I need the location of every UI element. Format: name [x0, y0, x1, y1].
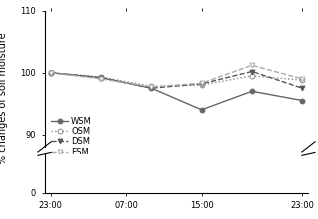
WSM [250, 90, 254, 93]
Line: DSM: DSM [48, 69, 305, 91]
WSM [300, 99, 304, 102]
ESM [49, 71, 53, 74]
ESM [250, 64, 254, 67]
DSM [300, 87, 304, 90]
OSM [149, 85, 153, 88]
Line: WSM: WSM [48, 70, 305, 112]
DSM [49, 71, 53, 74]
WSM [200, 108, 204, 111]
Text: % changes of soil moisture: % changes of soil moisture [0, 33, 8, 164]
OSM [99, 76, 103, 78]
OSM [49, 71, 53, 74]
DSM [250, 70, 254, 73]
DSM [99, 76, 103, 79]
DSM [200, 83, 204, 85]
OSM [250, 74, 254, 77]
Line: OSM: OSM [48, 70, 305, 89]
ESM [149, 86, 153, 88]
OSM [200, 84, 204, 87]
ESM [99, 78, 103, 80]
WSM [49, 71, 53, 74]
DSM [149, 87, 153, 90]
ESM [300, 78, 304, 80]
OSM [300, 79, 304, 81]
ESM [200, 82, 204, 85]
Line: ESM: ESM [48, 63, 305, 89]
WSM [99, 76, 103, 79]
WSM [149, 87, 153, 90]
Legend: WSM, OSM, DSM, ESM: WSM, OSM, DSM, ESM [49, 114, 94, 159]
